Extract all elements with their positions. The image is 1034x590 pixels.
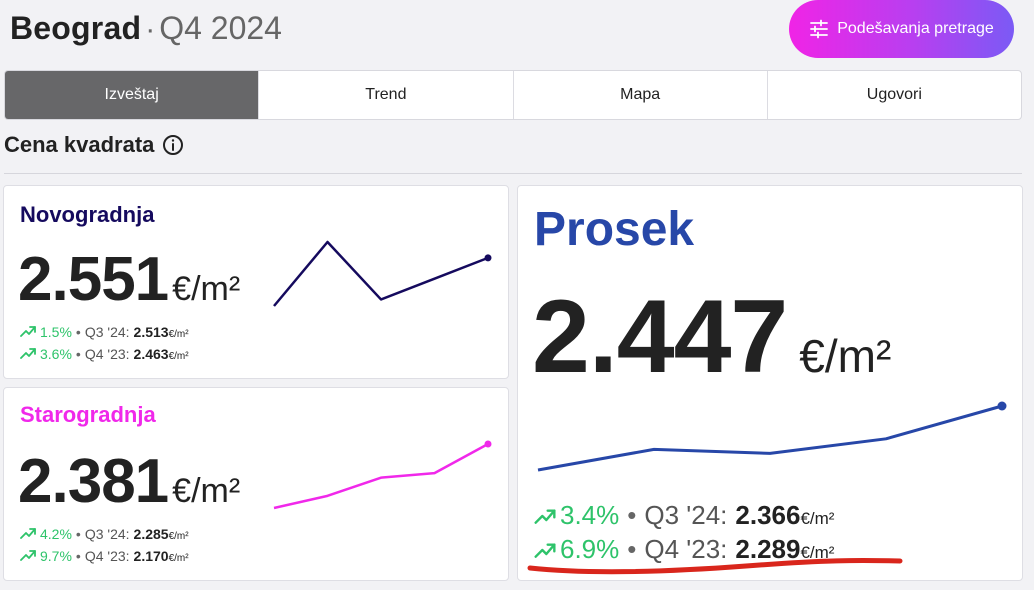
stat-prev-year: 3.6% • Q4 '23: 2.463 €/m² [20,346,189,362]
search-settings-label: Podešavanja pretrage [837,20,994,37]
tab-mapa[interactable]: Mapa [514,71,768,119]
trending-up-icon [20,348,36,359]
price-unit: €/m² [799,330,892,382]
stat-value: 2.285 [133,526,169,542]
info-icon[interactable] [162,134,184,156]
price-value: 2.381 €/m² [18,446,240,517]
sparkline-line [273,442,489,510]
stat-prev-year: 6.9% • Q4 '23: 2.289 €/m² [534,534,834,565]
stat-period: Q3 '24: [84,324,130,340]
stat-sep: • [627,500,637,530]
sparkline-last-point [997,401,1007,411]
card-title: Prosek [534,203,695,256]
city-title: Beograd [10,10,142,46]
page-header: Beograd · Q4 2024 [10,10,282,50]
stat-unit: €/m² [800,509,835,528]
stat-sep: • [627,534,637,564]
price-number: 2.447 [532,279,788,395]
stat-value: 2.463 [133,346,169,362]
stat-pct: 1.5% [40,324,72,340]
sparkline-chart [537,401,1007,472]
sliders-icon [810,19,829,39]
trending-up-icon [534,543,556,558]
stat-pct: 3.4% [560,500,620,530]
stat-pct: 3.6% [40,346,72,362]
price-unit: €/m² [172,270,241,308]
card-starogradnja: Starogradnja 2.381 €/m² 4.2% • Q3 '24: 2… [3,387,509,581]
stat-unit: €/m² [168,553,189,564]
stat-sep: • [75,548,81,564]
card-title: Starogradnja [20,402,156,427]
stat-pct: 6.9% [560,534,620,564]
stat-prev-quarter: 1.5% • Q3 '24: 2.513 €/m² [20,324,189,340]
stat-period: Q3 '24: [84,526,130,542]
sparkline-chart [273,240,492,307]
price-number: 2.551 [18,245,169,314]
trending-up-icon [20,550,36,561]
trending-up-icon [534,509,556,524]
tab-trend[interactable]: Trend [259,71,514,119]
card-prosek: Prosek 2.447 €/m² 3.4% • Q3 '24: 2.366 €… [517,185,1023,581]
stat-unit: €/m² [800,543,835,562]
card-title: Novogradnja [20,202,155,227]
section-title-text: Cena kvadrata [4,132,155,157]
stat-unit: €/m² [168,531,189,542]
stat-period: Q4 '23: [644,534,728,564]
stat-prev-quarter: 4.2% • Q3 '24: 2.285 €/m² [20,526,189,542]
stat-sep: • [75,324,81,340]
price-value: 2.551 €/m² [18,244,240,315]
stat-period: Q4 '23: [84,548,130,564]
card-novogradnja: Novogradnja 2.551 €/m² 1.5% • Q3 '24: 2.… [3,185,509,379]
tab-ugovori[interactable]: Ugovori [866,86,922,103]
trending-up-icon [20,528,36,539]
stat-pct: 9.7% [40,548,72,564]
sparkline-last-point [484,440,492,448]
search-settings-button[interactable]: Podešavanja pretrage [789,0,1014,58]
price-value: 2.447 €/m² [532,278,891,397]
section-divider [4,173,1022,174]
sparkline-line [273,240,489,307]
sparkline-line [537,404,1003,472]
stat-value: 2.289 [735,534,801,564]
stat-prev-quarter: 3.4% • Q3 '24: 2.366 €/m² [534,500,834,531]
tab-izvestaj[interactable]: Izveštaj [5,71,260,119]
stat-sep: • [75,346,81,362]
sparkline-last-point [484,254,492,262]
stat-period: Q3 '24: [644,500,728,530]
stat-value: 2.170 [133,548,169,564]
stat-value: 2.513 [133,324,169,340]
stat-prev-year: 9.7% • Q4 '23: 2.170 €/m² [20,548,189,564]
red-underline-annotation [527,558,903,575]
sparkline-chart [273,440,492,510]
price-unit: €/m² [172,472,241,510]
stat-pct: 4.2% [40,526,72,542]
title-separator: · [145,13,156,46]
period-title: Q4 2024 [159,10,282,46]
price-number: 2.381 [18,447,169,516]
stat-period: Q4 '23: [84,346,130,362]
report-tabs: Izveštaj Trend Mapa Ugovori [4,70,1022,120]
stat-sep: • [75,526,81,542]
trending-up-icon [20,326,36,337]
stat-value: 2.366 [735,500,801,530]
stat-unit: €/m² [168,329,189,340]
stat-unit: €/m² [168,351,189,362]
section-title: Cena kvadrata [4,132,184,158]
